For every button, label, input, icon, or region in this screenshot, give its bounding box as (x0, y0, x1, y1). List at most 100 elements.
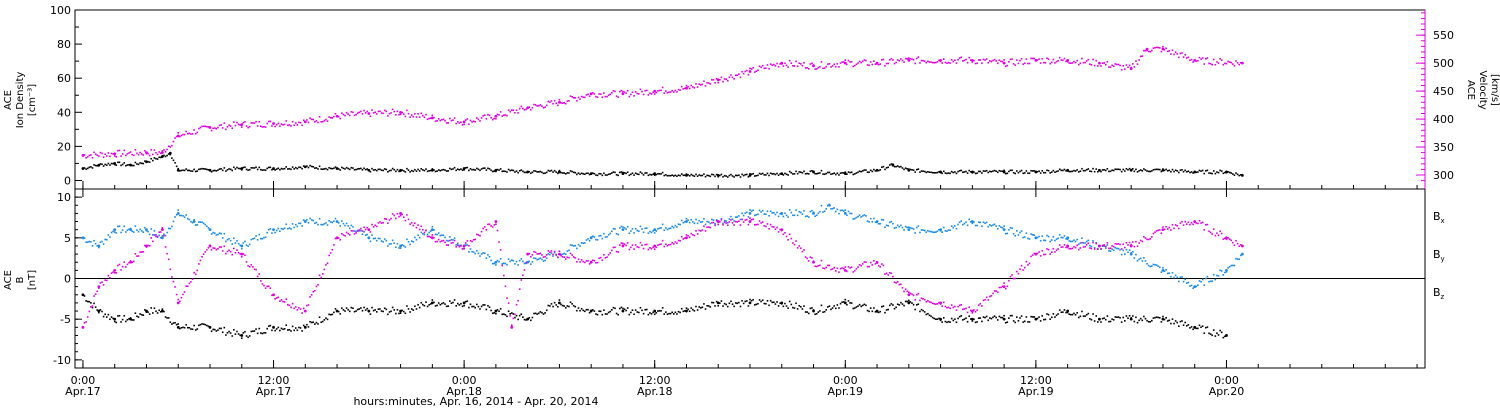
bx-point (1009, 314, 1012, 317)
bx-point (707, 305, 710, 307)
bx-point (773, 301, 775, 304)
bz-point (869, 261, 872, 264)
velocity-point (911, 58, 913, 60)
ion-density-point (838, 174, 840, 176)
ion-density-point (444, 169, 446, 171)
velocity-point (733, 78, 735, 80)
ion-density-point (669, 174, 672, 177)
velocity-point (539, 104, 542, 106)
bz-point (996, 291, 999, 294)
ion-density-point (274, 169, 276, 171)
by-point (1077, 243, 1080, 246)
velocity-point (139, 151, 141, 154)
bz-point (992, 292, 994, 295)
by-point (290, 228, 292, 230)
bx-point (668, 312, 670, 315)
by-point (499, 258, 502, 260)
bz-point (865, 261, 867, 263)
velocity-point (1070, 62, 1072, 64)
ion-density-point (881, 166, 883, 169)
ion-density-point (1020, 169, 1023, 172)
bz-point (1004, 287, 1007, 290)
by-point (455, 243, 457, 246)
bz-point (706, 226, 708, 229)
velocity-point (1124, 68, 1126, 70)
bx-point (499, 308, 502, 310)
by-point (1165, 269, 1167, 271)
bx-point (169, 321, 172, 323)
by-point (591, 235, 594, 238)
velocity-point (406, 109, 408, 112)
bz-point (220, 246, 222, 248)
by-point (177, 209, 180, 211)
ion-density-point (1239, 174, 1242, 176)
ion-density-point (788, 170, 791, 173)
velocity-point (315, 120, 318, 122)
velocity-point (1023, 62, 1026, 65)
bx-point (525, 319, 527, 321)
ion-density-point (426, 170, 429, 173)
ion-density-point (653, 174, 656, 176)
bz-point (1058, 244, 1061, 246)
velocity-point-anchor (716, 78, 720, 82)
bz-point (1055, 249, 1058, 251)
velocity-point (1071, 62, 1074, 64)
ion-density-point (530, 172, 532, 175)
bx-point (182, 326, 184, 329)
velocity-point (884, 64, 886, 67)
ion-density-point (1050, 171, 1053, 173)
bx-point (356, 308, 359, 311)
bz-point (391, 213, 394, 215)
bx-point (533, 312, 535, 315)
bz-point (105, 279, 108, 282)
bx-point (611, 308, 613, 311)
bz-point (282, 300, 284, 303)
bx-point (1195, 327, 1198, 330)
velocity-point (580, 95, 583, 98)
velocity-point (1001, 60, 1004, 63)
bz-point (1008, 279, 1010, 282)
bz-point (509, 315, 511, 317)
bz-point (766, 223, 769, 225)
by-point (404, 246, 407, 248)
ion-density-point (931, 171, 934, 174)
velocity-point (892, 59, 894, 61)
bx-point (1082, 315, 1085, 317)
bx-point (485, 308, 488, 311)
bx-point (493, 311, 496, 314)
ion-density-point (341, 166, 343, 169)
velocity-point (671, 89, 673, 92)
bz-point (728, 221, 731, 223)
bz-point (437, 238, 440, 241)
by-point (361, 233, 364, 236)
ion-density-point (407, 169, 410, 171)
bx-point (242, 332, 245, 334)
ion-density-point (884, 168, 886, 171)
bz-point (814, 265, 816, 268)
bx-point (483, 304, 486, 306)
bx-point (568, 305, 570, 308)
bz-point (455, 246, 457, 248)
bx-point (229, 332, 232, 334)
velocity-point (334, 113, 337, 115)
bz-point (1139, 239, 1142, 242)
bz-point (258, 273, 261, 275)
velocity-point (131, 153, 133, 156)
bx-point (830, 308, 832, 311)
bx-point (660, 310, 662, 312)
by-point (866, 220, 869, 222)
by-point (1174, 274, 1177, 277)
bz-point (348, 234, 351, 236)
by-point (140, 230, 143, 232)
ion-density-point (109, 164, 111, 166)
bz-point (807, 260, 810, 262)
bz-point (1089, 247, 1091, 249)
bz-point (800, 247, 802, 250)
velocity-point (666, 91, 669, 94)
velocity-point (677, 88, 680, 91)
velocity-point-anchor (875, 61, 879, 65)
ion-density-point-anchor (1193, 170, 1197, 174)
ion-density-point (213, 169, 216, 172)
bx-point (1208, 332, 1210, 335)
velocity-point (888, 59, 891, 61)
